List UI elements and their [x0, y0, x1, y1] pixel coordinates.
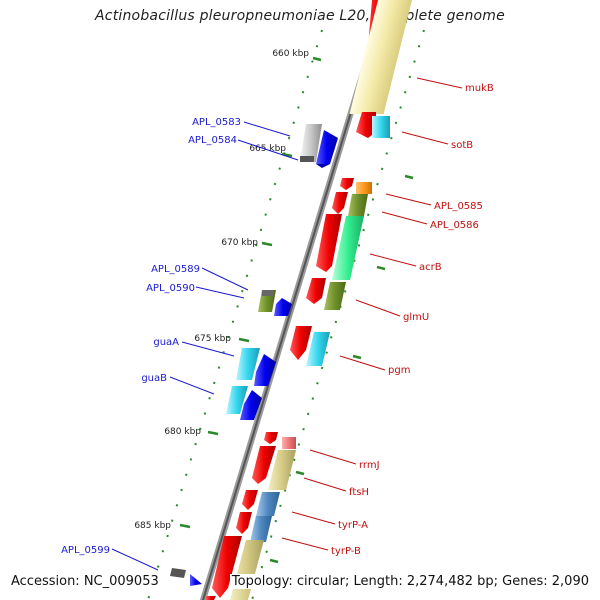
gene-label-APL_0584[interactable]: APL_0584: [188, 135, 237, 146]
scale-ticks: [179, 56, 414, 564]
tick-label: 670 kbp: [221, 238, 258, 248]
gene-label-APL_0586[interactable]: APL_0586: [430, 220, 479, 231]
gene-label-tyrP-B[interactable]: tyrP-B: [331, 546, 361, 557]
gene-label-glmU[interactable]: glmU: [403, 312, 429, 323]
gene-tyrP-A[interactable]: [242, 490, 280, 516]
gene-label-guaA[interactable]: guaA: [153, 337, 179, 348]
gene-acrB[interactable]: [316, 214, 364, 280]
gene-label-guaB[interactable]: guaB: [141, 373, 167, 384]
gene-APL_0590[interactable]: [274, 298, 292, 316]
gene-label-APL_0599[interactable]: APL_0599: [61, 545, 110, 556]
gene-label-pgm[interactable]: pgm: [388, 365, 410, 376]
gene-label-ftsH[interactable]: ftsH: [349, 487, 369, 498]
gene-sotB[interactable]: [356, 112, 390, 138]
inner-scale-track: [251, 29, 425, 600]
gene-rrmJ[interactable]: [264, 432, 296, 449]
outer-scale-track: [147, 29, 323, 600]
accession-text: Accession: NC_009053: [9, 574, 161, 589]
gene-APL_0599[interactable]: [170, 568, 202, 586]
gene-APL_0584[interactable]: [316, 130, 338, 168]
tick-label: 680 kbp: [164, 427, 201, 437]
gene-APL_0589[interactable]: [258, 290, 276, 312]
gene-label-rrmJ[interactable]: rrmJ: [359, 460, 380, 471]
left-leader-lines: [111, 121, 299, 571]
gene-guaB[interactable]: [226, 386, 262, 420]
gene-label-tyrP-A[interactable]: tyrP-A: [338, 520, 368, 531]
gene-label-mukB[interactable]: mukB: [465, 83, 494, 94]
gene-label-APL_0589[interactable]: APL_0589: [151, 264, 200, 275]
gene-label-APL_0583[interactable]: APL_0583: [192, 117, 241, 128]
gene-ftsH[interactable]: [252, 446, 296, 490]
gene-label-sotB[interactable]: sotB: [451, 140, 473, 151]
gene-APL_0585[interactable]: [340, 178, 372, 194]
tick-label: 665 kbp: [249, 144, 286, 154]
gene-APL_0583[interactable]: [300, 124, 322, 162]
gene-label-APL_0590[interactable]: APL_0590: [146, 283, 195, 294]
tick-label: 685 kbp: [134, 521, 171, 531]
right-leader-lines: [281, 77, 463, 551]
gene-tyrP-B[interactable]: [236, 512, 272, 542]
gene-pgm[interactable]: [290, 326, 330, 366]
tick-label: 660 kbp: [272, 49, 309, 59]
gene-glmU[interactable]: [306, 278, 346, 310]
gene-label-APL_0585[interactable]: APL_0585: [434, 201, 483, 212]
tick-label: 675 kbp: [194, 334, 231, 344]
gene-guaA[interactable]: [236, 348, 276, 386]
gene-label-acrB[interactable]: acrB: [419, 262, 442, 273]
genome-summary-text: Topology: circular; Length: 2,274,482 bp…: [229, 574, 591, 589]
gene-APL_0586[interactable]: [332, 192, 368, 216]
gene-mukB[interactable]: [349, 0, 412, 114]
